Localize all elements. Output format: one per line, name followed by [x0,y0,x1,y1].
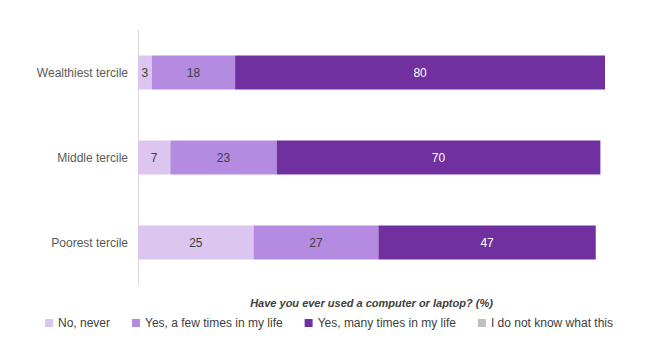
svg-text:27: 27 [309,236,323,250]
svg-text:3: 3 [142,66,149,80]
svg-text:80: 80 [413,66,427,80]
svg-text:18: 18 [187,66,201,80]
svg-text:23: 23 [217,151,231,165]
svg-text:Have you ever used a computer: Have you ever used a computer or laptop?… [250,297,493,309]
svg-text:70: 70 [432,151,446,165]
svg-text:25: 25 [189,236,203,250]
svg-text:No, never: No, never [58,316,110,330]
svg-text:Yes, a few times in my life: Yes, a few times in my life [145,316,283,330]
svg-text:I do not know what this: I do not know what this [491,316,613,330]
svg-text:Poorest tercile: Poorest tercile [51,236,128,250]
svg-text:Middle tercile: Middle tercile [57,151,128,165]
svg-text:Yes, many times in my life: Yes, many times in my life [318,316,457,330]
svg-text:Wealthiest tercile: Wealthiest tercile [37,66,128,80]
svg-text:47: 47 [480,236,494,250]
svg-text:7: 7 [151,151,158,165]
